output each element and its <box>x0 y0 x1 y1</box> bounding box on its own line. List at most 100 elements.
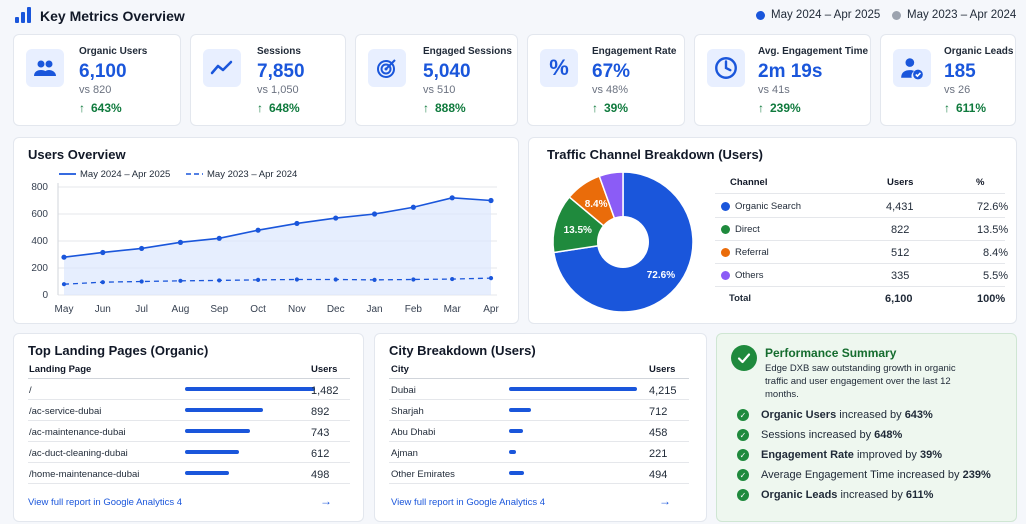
previous-series-point <box>372 277 377 282</box>
arrow-up-icon: ↑ <box>944 101 950 115</box>
previous-series-point <box>178 278 183 283</box>
kpi-card-organic-leads[interactable]: Organic Leads 185 vs 26 ↑ 611% <box>880 34 1016 126</box>
row-bar <box>509 429 523 433</box>
channel-pct: 72.6% <box>977 201 1009 213</box>
summary-item: ✓ Average Engagement Time increased by 23… <box>737 469 991 481</box>
previous-series-point <box>450 276 455 282</box>
users-overview-title: Users Overview <box>28 147 126 162</box>
kpi-change-value: 39% <box>604 101 629 115</box>
summary-value: 648% <box>874 429 903 441</box>
traffic-channel-title: Traffic Channel Breakdown (Users) <box>547 147 763 162</box>
total-pct: 100% <box>977 293 1006 305</box>
table-row[interactable]: Direct 822 13.5% <box>715 218 1009 241</box>
row-name: / <box>29 385 32 396</box>
previous-period-dot <box>892 10 901 20</box>
check-icon: ✓ <box>737 429 749 441</box>
total-label: Total <box>729 293 751 304</box>
kpi-previous: vs 820 <box>79 84 112 96</box>
arrow-right-icon[interactable]: → <box>659 494 671 508</box>
current-series-point <box>449 195 455 201</box>
kpi-change: ↑ 888% <box>423 101 466 115</box>
kpi-change: ↑ 643% <box>79 101 122 115</box>
kpi-value: 185 <box>944 61 976 82</box>
row-users: 712 <box>649 406 668 418</box>
table-row[interactable]: Organic Search 4,431 72.6% <box>715 195 1009 218</box>
row-users: 4,215 <box>649 385 677 397</box>
landing-full-report-link[interactable]: View full report in Google Analytics 4 <box>28 497 183 508</box>
previous-period-label: May 2023 – Apr 2024 <box>907 9 1017 21</box>
arrow-up-icon: ↑ <box>758 101 764 115</box>
table-row[interactable]: Sharjah 712 <box>389 400 689 421</box>
table-divider <box>715 193 1005 194</box>
row-name: /ac-duct-cleaning-dubai <box>29 448 128 459</box>
summary-item: ✓ Organic Leads increased by 611% <box>737 489 933 501</box>
check-circle-icon <box>731 345 757 371</box>
kpi-label: Engagement Rate <box>592 46 677 57</box>
x-tick-label: Aug <box>172 304 190 315</box>
row-bar <box>509 471 524 475</box>
legend-dot <box>721 248 730 257</box>
kpi-card-organic-users[interactable]: Organic Users 6,100 vs 820 ↑ 643% <box>13 34 181 126</box>
city-full-report-link[interactable]: View full report in Google Analytics 4 <box>391 497 546 508</box>
current-series-point <box>410 204 416 210</box>
legend-previous-period: May 2023 – Apr 2024 <box>892 9 1016 21</box>
current-series-point <box>216 235 222 241</box>
row-name: Sharjah <box>391 406 424 417</box>
col-pct: % <box>976 177 985 188</box>
table-row[interactable]: Others 335 5.5% <box>715 264 1008 287</box>
table-row[interactable]: Dubai 4,215 <box>389 379 689 400</box>
current-series-point <box>139 245 145 252</box>
table-row[interactable]: Ajman 221 <box>389 442 689 463</box>
kpi-value: 2m 19s <box>758 61 823 82</box>
kpi-label: Organic Users <box>79 46 148 57</box>
row-users: 892 <box>311 406 330 418</box>
summary-description: Edge DXB saw outstanding growth in organ… <box>765 363 956 400</box>
channel-pct: 8.4% <box>983 247 1009 259</box>
summary-verb: increased by <box>894 469 963 481</box>
previous-series-point <box>294 277 300 282</box>
kpi-change: ↑ 611% <box>944 101 986 115</box>
current-series-point <box>488 197 494 204</box>
legend-previous-label: May 2023 – Apr 2024 <box>207 169 297 180</box>
kpi-card-sessions[interactable]: Sessions 7,850 vs 1,050 ↑ 648% <box>190 34 346 126</box>
current-series-area <box>64 197 491 295</box>
current-series-point <box>100 249 106 256</box>
kpi-change: ↑ 239% <box>758 101 801 115</box>
table-row[interactable]: /ac-duct-cleaning-dubai 612 <box>28 442 350 463</box>
row-bar <box>509 450 516 454</box>
users-icon <box>26 49 64 87</box>
check-icon: ✓ <box>737 409 749 421</box>
table-row[interactable]: / 1,482 <box>28 379 350 400</box>
row-name: /ac-service-dubai <box>29 406 102 417</box>
kpi-card-avg-engagement-time[interactable]: Avg. Engagement Time 2m 19s vs 41s ↑ 239% <box>694 34 871 126</box>
previous-series-point <box>217 278 222 283</box>
previous-series-point <box>139 279 144 284</box>
table-row[interactable]: Referral 512 8.4% <box>715 241 1009 264</box>
channel-pct: 13.5% <box>977 224 1009 236</box>
x-tick-label: Feb <box>405 304 423 315</box>
arrow-up-icon: ↑ <box>257 101 263 115</box>
kpi-label: Sessions <box>257 46 301 57</box>
table-row[interactable]: Abu Dhabi 458 <box>389 421 689 442</box>
table-row[interactable]: /ac-maintenance-dubai 743 <box>28 421 350 442</box>
previous-series-point <box>255 277 261 282</box>
current-series-point <box>255 227 261 233</box>
summary-verb: increased by <box>836 409 905 421</box>
kpi-card-engaged-sessions[interactable]: Engaged Sessions 5,040 vs 510 ↑ 888% <box>355 34 518 126</box>
current-series-point <box>333 215 339 221</box>
x-tick-label: May <box>55 304 74 315</box>
table-row[interactable]: /ac-service-dubai 892 <box>28 400 350 421</box>
current-series-point <box>371 211 378 217</box>
table-row[interactable]: Other Emirates 494 <box>389 463 689 484</box>
check-icon: ✓ <box>737 469 749 481</box>
summary-item-text: Sessions increased by 648% <box>761 429 902 441</box>
x-tick-label: Oct <box>250 304 266 315</box>
col-users: Users <box>311 364 338 375</box>
legend-dot <box>721 271 730 280</box>
row-users: 221 <box>649 448 668 460</box>
kpi-card-engagement-rate[interactable]: % Engagement Rate 67% vs 48% ↑ 39% <box>527 34 685 126</box>
users-overview-line-chart: 0 200 400 600 800 May Jun Jul Aug Sep Oct Nov Dec Ja… <box>31 169 499 315</box>
col-users: Users <box>649 364 676 375</box>
table-row[interactable]: /home-maintenance-dubai 498 <box>28 463 350 484</box>
arrow-right-icon[interactable]: → <box>320 494 332 508</box>
